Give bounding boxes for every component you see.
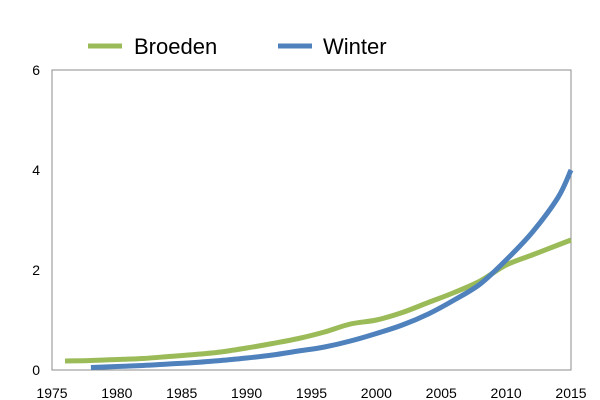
x-tick-label: 2000 (361, 385, 392, 400)
legend-label-winter: Winter (323, 34, 387, 59)
legend-label-broeden: Broeden (134, 34, 217, 59)
x-tick-label: 1975 (36, 385, 67, 400)
plot-frame (51, 69, 572, 371)
x-tick-label: 2005 (426, 385, 457, 400)
x-tick-label: 1995 (296, 385, 327, 400)
y-tick-label: 0 (32, 362, 40, 378)
x-axis-ticks: 1975 1980 1985 1990 1995 2000 2005 2010 2015 (36, 385, 586, 400)
y-tick-label: 4 (32, 162, 40, 178)
y-tick-label: 6 (32, 62, 40, 78)
series-line-winter (90, 168, 574, 370)
x-tick-label: 2015 (555, 385, 586, 400)
y-axis-ticks: 0 2 4 6 (32, 62, 40, 378)
x-tick-label: 1980 (101, 385, 132, 400)
x-tick-label: 2010 (491, 385, 522, 400)
x-tick-label: 1990 (231, 385, 262, 400)
series-layer (64, 168, 574, 370)
series-line-broeden (64, 237, 572, 364)
y-tick-label: 2 (32, 262, 40, 278)
legend: Broeden Winter (88, 34, 387, 59)
x-tick-label: 1985 (166, 385, 197, 400)
